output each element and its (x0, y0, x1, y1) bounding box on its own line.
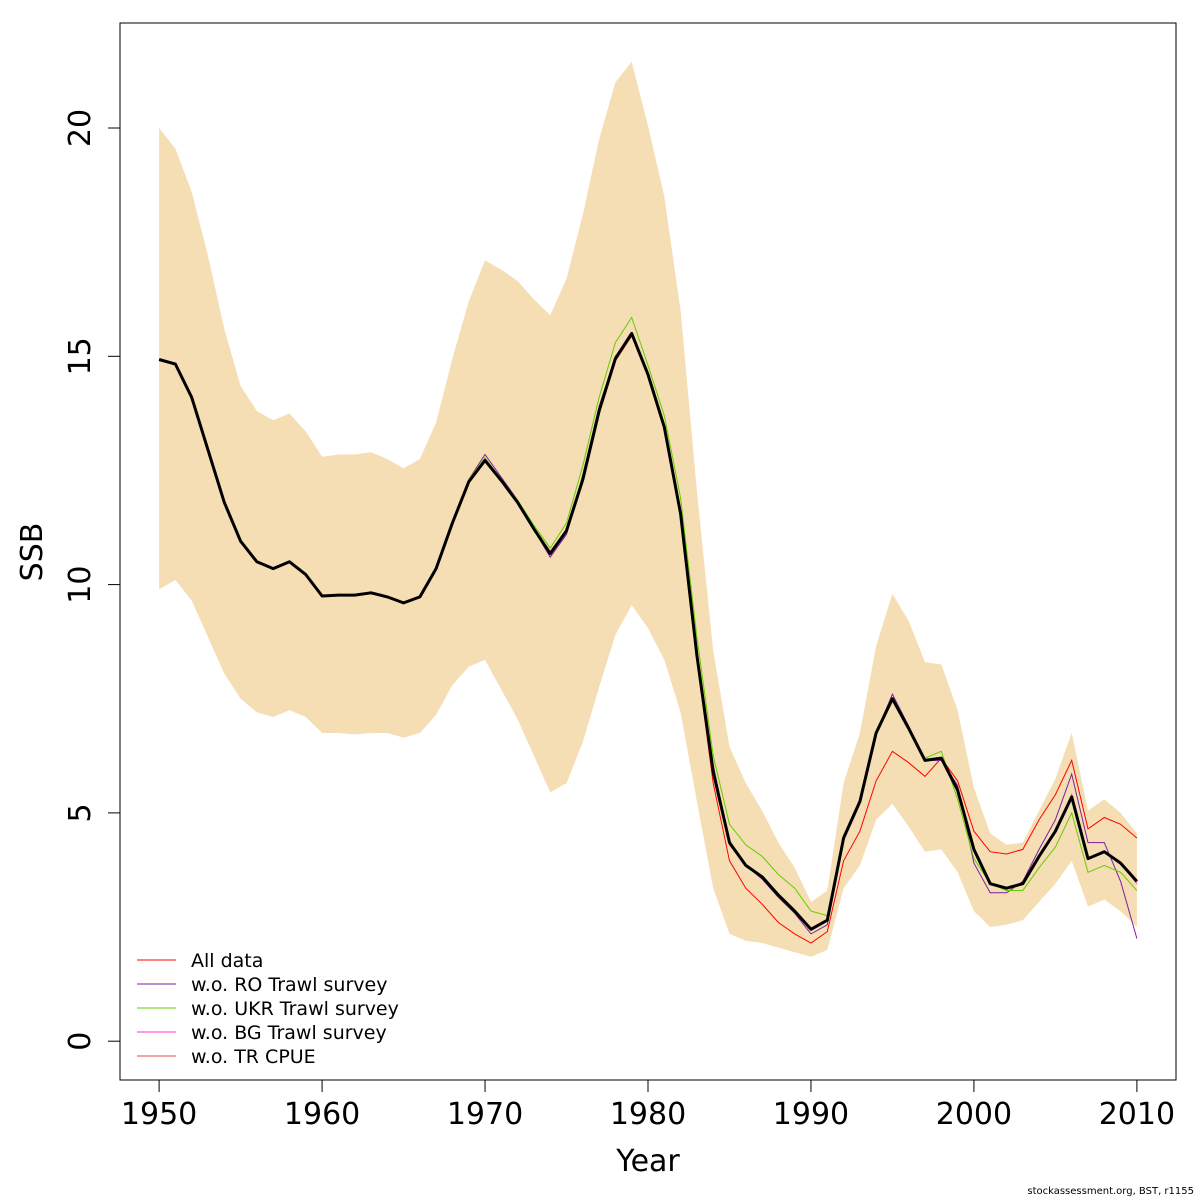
confidence-band (159, 61, 1137, 957)
y-tick-label: 15 (63, 337, 98, 375)
legend-label-1: w.o. RO Trawl survey (191, 974, 387, 996)
x-tick-label: 2000 (936, 1097, 1012, 1132)
x-tick-label: 2010 (1099, 1097, 1175, 1132)
legend-label-0: All data (191, 950, 263, 972)
main-ssb-line (158, 332, 1139, 931)
footer-credit: stockassessment.org, BST, r1155 (1027, 1186, 1194, 1197)
legend-label-3: w.o. BG Trawl survey (191, 1022, 387, 1044)
x-tick-label: 1950 (121, 1097, 197, 1132)
legend-label-2: w.o. UKR Trawl survey (191, 998, 399, 1020)
y-tick-label: 5 (63, 803, 98, 822)
x-axis-title: Year (615, 1144, 680, 1179)
y-tick-label: 10 (63, 566, 98, 604)
x-tick-label: 1980 (610, 1097, 686, 1132)
y-axis: 0 5 10 15 20 (63, 109, 121, 1051)
y-axis-title: SSB (15, 523, 50, 582)
y-tick-label: 20 (63, 109, 98, 147)
x-axis: 1950 1960 1970 1980 1990 2000 2010 (121, 1079, 1175, 1132)
x-tick-label: 1970 (447, 1097, 523, 1132)
x-tick-label: 1990 (773, 1097, 849, 1132)
y-tick-label: 0 (63, 1032, 98, 1051)
x-tick-label: 1960 (284, 1097, 360, 1132)
legend-label-4: w.o. TR CPUE (191, 1046, 316, 1068)
